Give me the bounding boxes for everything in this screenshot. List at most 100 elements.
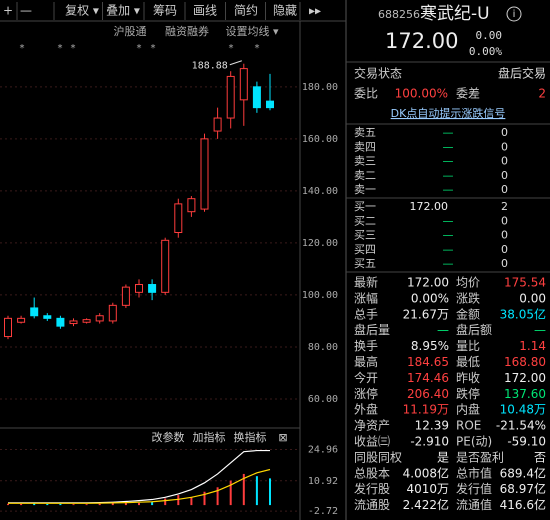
stat-value: 是	[437, 450, 449, 464]
stat-label: 最新	[354, 275, 378, 290]
ratio-cell: 2	[538, 87, 546, 101]
volume-bar	[203, 491, 206, 506]
y-tick-label: 100.00	[302, 290, 338, 301]
volume-bar	[177, 495, 180, 506]
toolbar-button[interactable]: —	[20, 4, 32, 18]
volume-bar	[46, 503, 49, 506]
book-label: 买二	[354, 214, 376, 227]
volume-bar	[242, 473, 245, 506]
stat-label: ROE	[456, 419, 481, 433]
stat-label: 金额	[456, 306, 480, 321]
book-volume: 0	[501, 243, 508, 256]
chart-link[interactable]: 融资融券	[165, 24, 209, 38]
stat-value: 1.14	[519, 339, 546, 353]
toolbar-button[interactable]: +	[3, 4, 13, 18]
max-label: 188.88	[192, 61, 228, 72]
book-label: 卖五	[354, 126, 376, 139]
markers: * * * * * * *	[19, 43, 260, 54]
book-volume: 0	[501, 257, 508, 270]
stat-label: 换手	[354, 339, 378, 353]
book-label: 买五	[354, 257, 376, 270]
book-volume: 0	[501, 214, 508, 227]
indicator-button[interactable]: 换指标	[234, 430, 267, 444]
book-label: 卖四	[354, 140, 376, 153]
max-arrow	[229, 60, 242, 66]
stat-label: 最高	[354, 354, 378, 369]
toolbar-button[interactable]: ▸▸	[309, 4, 321, 18]
book-volume: 0	[501, 126, 508, 139]
stat-label: 涨跌	[456, 290, 480, 305]
stat-label: 盘后量	[354, 322, 390, 337]
y-tick-label: 24.96	[308, 445, 338, 456]
stat-label: 均价	[456, 276, 480, 290]
candle-body	[108, 304, 117, 322]
stat-value: -59.10	[507, 435, 546, 449]
candle-body	[252, 86, 261, 109]
stat-value: -2.910	[410, 435, 449, 449]
stat-label: 流通股	[354, 498, 390, 512]
candle-body	[43, 315, 52, 319]
candle-body	[69, 320, 78, 325]
volume-bar	[85, 504, 88, 506]
book-price: —	[443, 257, 454, 270]
signal-link[interactable]: DK点自动提示涨跌信号	[391, 106, 506, 120]
book-volume: 2	[501, 200, 508, 213]
toolbar-button[interactable]: 简约	[234, 3, 258, 18]
volume-bar	[190, 497, 193, 506]
candle-body	[30, 307, 39, 317]
stat-value: 168.80	[504, 355, 546, 369]
stat-value: 11.19万	[403, 403, 449, 417]
info-icon[interactable]	[506, 6, 522, 22]
book-price: —	[443, 140, 454, 153]
y-tick-label: 140.00	[302, 186, 338, 197]
toolbar-button[interactable]: 复权 ▾	[65, 4, 99, 18]
toolbar-button[interactable]: 叠加 ▾	[106, 4, 140, 18]
candle-body	[95, 315, 104, 322]
stat-label: 内盘	[456, 402, 480, 417]
toolbar-button[interactable]: 隐藏	[273, 4, 297, 18]
y-tick-label: 10.92	[308, 476, 338, 487]
chart-link[interactable]: 沪股通	[114, 24, 147, 38]
volume-bar	[164, 498, 167, 506]
book-label: 买四	[354, 243, 376, 256]
volume-bar	[151, 501, 154, 506]
stat-label: 昨收	[456, 371, 480, 385]
marker: *	[19, 43, 25, 54]
stat-value: 12.39	[415, 419, 449, 433]
book-price: —	[443, 243, 454, 256]
marker: *	[136, 43, 142, 54]
stat-label: 是否盈利	[456, 450, 504, 464]
stat-label: 盘后额	[456, 322, 492, 337]
volume-bar	[59, 503, 62, 506]
ma-line	[8, 468, 271, 504]
volume-bar	[229, 480, 232, 506]
stat-label: 发行股	[354, 481, 390, 496]
book-label: 卖三	[354, 155, 376, 168]
stat-label: 净资产	[354, 419, 390, 433]
stat-value: 0.00%	[411, 291, 449, 305]
volume-bar	[111, 503, 114, 506]
y-tick-label: 180.00	[302, 82, 338, 93]
candle-body	[135, 284, 143, 293]
indicator-button[interactable]: 改参数	[152, 430, 185, 444]
info-icon-glyph[interactable]: i	[513, 9, 516, 20]
volume-bar	[255, 476, 258, 506]
book-label: 卖一	[354, 183, 376, 196]
toolbar-button[interactable]: 画线	[193, 4, 217, 18]
book-volume: 0	[501, 140, 508, 153]
stat-value: —	[534, 323, 546, 337]
stat-value: 689.4亿	[500, 465, 546, 480]
stat-label: 总手	[354, 307, 378, 321]
indicator-button[interactable]: ⊠	[278, 431, 287, 444]
book-price: —	[443, 229, 454, 242]
chart-link[interactable]: 设置均线 ▾	[225, 24, 278, 38]
toolbar-button[interactable]: 筹码	[153, 4, 177, 18]
stat-value: 175.54	[504, 276, 546, 290]
book-volume: 0	[501, 155, 508, 168]
stat-value: 206.40	[407, 387, 449, 401]
candle-body	[148, 284, 157, 293]
stat-label: 同股同权	[354, 450, 402, 464]
status-label: 交易状态	[354, 66, 402, 81]
indicator-button[interactable]: 加指标	[193, 430, 226, 444]
marker: *	[57, 43, 63, 54]
